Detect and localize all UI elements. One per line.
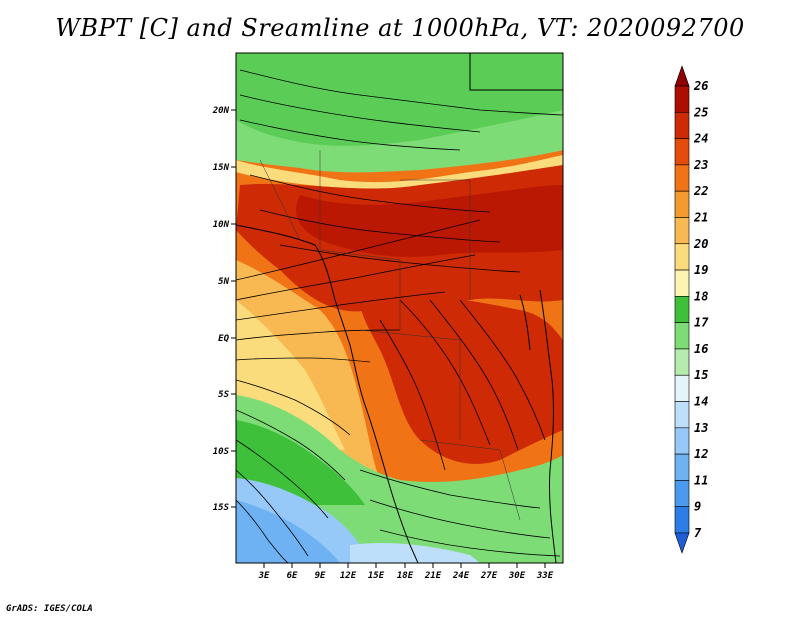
colorbar-segment bbox=[674, 243, 690, 271]
y-tick-label: 20N bbox=[212, 106, 230, 116]
x-tick-label: 33E bbox=[536, 571, 554, 581]
colorbar-label: 9 bbox=[694, 500, 701, 514]
footer-credit: GrADS: IGES/COLA bbox=[6, 604, 93, 614]
colorbar-segment bbox=[674, 374, 690, 402]
x-tick-label: 30E bbox=[508, 571, 526, 581]
wbpt-north-dark-red bbox=[296, 185, 563, 257]
colorbar-label: 15 bbox=[694, 368, 708, 382]
colorbar-label: 24 bbox=[693, 132, 708, 146]
colorbar-label: 13 bbox=[694, 421, 708, 435]
colorbar-label: 22 bbox=[693, 184, 708, 198]
colorbar-label: 26 bbox=[693, 79, 708, 93]
colorbar-label: 14 bbox=[694, 395, 708, 409]
colorbar-label: 17 bbox=[694, 316, 709, 330]
x-tick-label: 24E bbox=[452, 571, 470, 581]
colorbar-segment bbox=[674, 138, 690, 166]
x-tick-label: 12E bbox=[340, 571, 357, 581]
y-tick-label: 15S bbox=[213, 503, 230, 513]
wbpt-central-red bbox=[360, 295, 563, 464]
y-tick-label: 5N bbox=[218, 277, 229, 287]
y-tick-label: 10N bbox=[213, 220, 230, 230]
country-borders bbox=[259, 150, 521, 521]
x-tick-label: 9E bbox=[315, 571, 326, 581]
y-axis: 20N 15N 10N 5N EQ 5S 10S 15S bbox=[212, 106, 236, 513]
wbpt-field bbox=[236, 53, 563, 563]
wbpt-south-light-blue bbox=[350, 543, 480, 563]
colorbar-label: 12 bbox=[694, 447, 708, 461]
colorbar-segment bbox=[674, 480, 690, 508]
colorbar-segment bbox=[674, 506, 690, 534]
y-tick-label: 10S bbox=[213, 447, 230, 457]
wbpt-north-dark-green bbox=[236, 53, 563, 146]
colorbar-segment bbox=[674, 427, 690, 455]
colorbar-segment bbox=[674, 217, 690, 245]
colorbar-segment bbox=[674, 401, 690, 429]
colorbar-segment bbox=[674, 190, 690, 218]
map-title: WBPT [C] and Sreamline at 1000hPa, VT: 2… bbox=[55, 14, 745, 42]
colorbar-label: 18 bbox=[694, 289, 708, 303]
colorbar-label: 19 bbox=[694, 263, 708, 277]
colorbar-segment bbox=[674, 296, 690, 323]
wbpt-south-dark-green bbox=[236, 420, 365, 505]
x-tick-label: 18E bbox=[397, 571, 414, 581]
colorbar: 26 25 24 23 22 21 20 19 18 17 16 15 14 13 12 11 9 7 bbox=[674, 65, 709, 554]
colorbar-segment bbox=[674, 85, 690, 113]
colorbar-label: 20 bbox=[693, 237, 708, 251]
y-tick-label: EQ bbox=[218, 334, 229, 344]
colorbar-label: 11 bbox=[694, 473, 708, 487]
colorbar-label: 16 bbox=[694, 342, 708, 356]
colorbar-segment bbox=[674, 164, 690, 192]
y-tick-label: 15N bbox=[213, 163, 230, 173]
colorbar-segment bbox=[674, 322, 690, 350]
colorbar-segment bbox=[674, 453, 690, 481]
x-tick-label: 21E bbox=[424, 571, 442, 581]
colorbar-segment bbox=[674, 348, 690, 376]
x-tick-label: 15E bbox=[368, 571, 385, 581]
x-tick-label: 6E bbox=[287, 571, 298, 581]
colorbar-label: 23 bbox=[693, 158, 708, 172]
colorbar-label: 21 bbox=[693, 210, 708, 224]
x-tick-label: 27E bbox=[480, 571, 498, 581]
coastline bbox=[236, 53, 563, 563]
map-frame bbox=[235, 52, 564, 564]
colorbar-max-triangle bbox=[674, 65, 690, 87]
colorbar-label: 25 bbox=[693, 105, 708, 119]
colorbar-label: 7 bbox=[694, 526, 702, 540]
x-axis: 3E 6E 9E 12E 15E 18E 21E 24E 27E 30E 33E bbox=[258, 563, 554, 581]
colorbar-segment bbox=[674, 269, 690, 297]
colorbar-min-triangle bbox=[674, 532, 690, 554]
x-tick-label: 3E bbox=[258, 571, 270, 581]
wbpt-southwest-dark-blue bbox=[236, 500, 340, 563]
y-tick-label: 5S bbox=[218, 390, 229, 400]
colorbar-segment bbox=[674, 111, 690, 139]
